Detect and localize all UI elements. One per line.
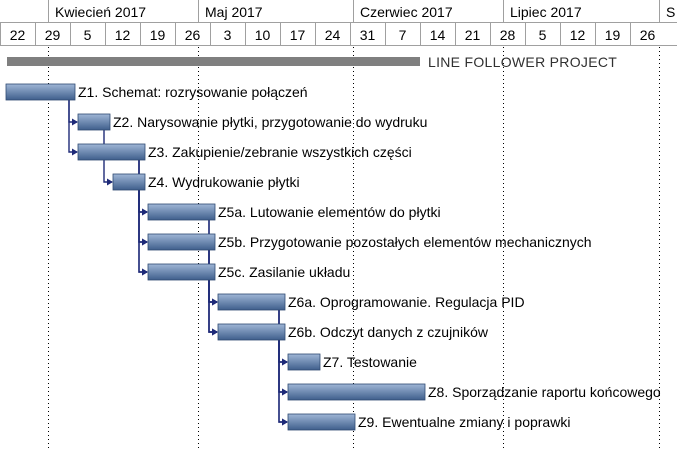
month-label: Maj 2017 <box>205 4 263 20</box>
timescale-header: Kwiecień 2017 Maj 2017 Czerwiec 2017 Lipiec… <box>0 0 677 46</box>
week-label: 31 <box>360 27 376 43</box>
week-label: 26 <box>185 27 201 43</box>
dependency-line <box>138 151 147 243</box>
summary-bar <box>7 57 420 66</box>
task-bar-z5c <box>147 263 216 281</box>
week-label: 12 <box>115 27 131 43</box>
week-row: 22 29 5 12 19 26 3 10 17 24 31 7 14 21 28 5 12 19 26 <box>0 23 656 46</box>
dependency-arrow <box>212 298 218 306</box>
task-label-z4: Z4. Wydrukowanie płytki <box>148 174 300 190</box>
month-row: Kwiecień 2017 Maj 2017 Czerwiec 2017 Lipiec… <box>48 0 675 23</box>
task-label-z9: Z9. Ewentualne zmiany i poprawki <box>358 414 570 430</box>
week-label: 3 <box>224 27 232 43</box>
task-bar-z5a <box>147 203 216 221</box>
task-label-z8: Z8. Sporządzanie raportu końcowego <box>428 384 661 400</box>
dependency-line <box>208 211 217 303</box>
task-bar-z3 <box>77 143 146 161</box>
week-label: 5 <box>84 27 92 43</box>
dependency-line <box>208 241 217 333</box>
week-label: 24 <box>325 27 341 43</box>
task-bar-z6a <box>217 293 286 311</box>
week-label: 12 <box>570 27 586 43</box>
task-bar-z1 <box>5 83 76 101</box>
dependency-line <box>138 181 147 273</box>
task-labels: Z1. Schemat: rozrysowanie połączeń Z2. Na… <box>78 84 661 430</box>
dependency-arrow <box>142 268 148 276</box>
dependency-arrow <box>212 328 218 336</box>
dependency-arrow <box>72 118 78 126</box>
month-label: Lipiec 2017 <box>510 4 582 20</box>
task-bar-z5b <box>147 233 216 251</box>
dependency-arrow <box>282 358 288 366</box>
dependency-arrow <box>107 178 113 186</box>
task-bar-z7 <box>287 353 321 371</box>
month-label: Czerwiec 2017 <box>360 4 453 20</box>
task-bar-z9 <box>287 413 356 431</box>
week-label: 10 <box>255 27 271 43</box>
task-label-z7: Z7. Testowanie <box>323 354 417 370</box>
task-bar-z2 <box>77 113 111 131</box>
month-label: Kwiecień 2017 <box>55 4 146 20</box>
week-label: 21 <box>465 27 481 43</box>
task-bar-z6b <box>217 323 286 341</box>
task-label-z6a: Z6a. Oprogramowanie. Regulacja PID <box>288 294 525 310</box>
week-label: 5 <box>539 27 547 43</box>
task-bar-z8 <box>287 383 426 401</box>
dependency-arrow <box>282 388 288 396</box>
task-bar-z4 <box>112 173 146 191</box>
week-label: 28 <box>500 27 516 43</box>
dependency-line <box>278 301 287 393</box>
task-label-z2: Z2. Narysowanie płytki, przygotowanie do… <box>113 114 427 130</box>
week-label: 29 <box>45 27 61 43</box>
task-label-z1: Z1. Schemat: rozrysowanie połączeń <box>78 84 308 100</box>
task-label-z5c: Z5c. Zasilanie układu <box>218 264 350 280</box>
task-label-z3: Z3. Zakupienie/zebranie wszystkich częśc… <box>148 144 412 160</box>
task-label-z6b: Z6b. Odczyt danych z czujników <box>288 324 489 340</box>
dependency-arrow <box>142 238 148 246</box>
dependency-connectors <box>68 91 288 426</box>
dependency-arrow <box>72 148 78 156</box>
week-label: 17 <box>290 27 306 43</box>
dependency-line <box>278 331 287 423</box>
dependency-arrow <box>282 418 288 426</box>
dependency-arrow <box>142 208 148 216</box>
month-label: S <box>666 4 675 20</box>
task-bars <box>5 83 426 431</box>
task-label-z5a: Z5a. Lutowanie elementów do płytki <box>218 204 441 220</box>
summary-label: LINE FOLLOWER PROJECT <box>428 54 617 70</box>
task-label-z5b: Z5b. Przygotowanie pozostałych elementów… <box>218 234 592 250</box>
week-label: 19 <box>150 27 166 43</box>
project-summary: LINE FOLLOWER PROJECT <box>7 54 617 70</box>
week-label: 26 <box>640 27 656 43</box>
week-label: 22 <box>10 27 26 43</box>
week-label: 7 <box>399 27 407 43</box>
week-label: 19 <box>605 27 621 43</box>
week-label: 14 <box>430 27 446 43</box>
